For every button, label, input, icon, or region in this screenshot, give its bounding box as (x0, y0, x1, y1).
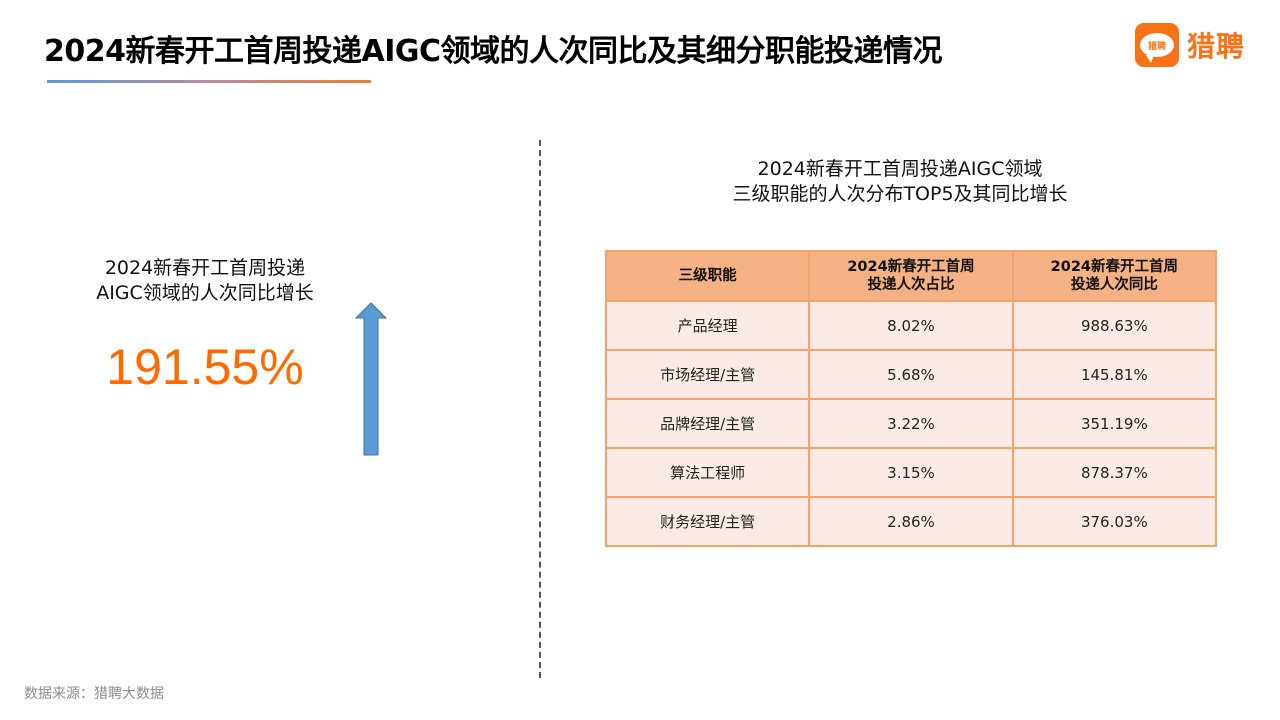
left-subtitle-line2: AIGC领域的人次同比增长 (96, 282, 314, 304)
table-row: 财务经理/主管 2.86% 376.03% (604, 496, 1218, 547)
header-yoy: 2024新春开工首周 投递人次同比 (1011, 250, 1218, 302)
cell-yoy: 351.19% (1011, 398, 1218, 449)
left-subtitle-line1: 2024新春开工首周投递 (104, 257, 306, 279)
left-panel-subtitle: 2024新春开工首周投递 AIGC领域的人次同比增长 (60, 256, 350, 306)
cell-role: 产品经理 (604, 300, 811, 351)
table-header-row: 三级职能 2024新春开工首周 投递人次占比 2024新春开工首周 投递人次同比 (604, 250, 1218, 302)
top5-roles-table: 三级职能 2024新春开工首周 投递人次占比 2024新春开工首周 投递人次同比 产… (604, 250, 1218, 547)
cell-share: 3.15% (808, 447, 1014, 498)
page-title: 2024新春开工首周投递AIGC领域的人次同比及其细分职能投递情况 (44, 34, 943, 69)
arrow-up-icon (355, 302, 387, 456)
cell-yoy: 145.81% (1011, 349, 1218, 400)
table-row: 市场经理/主管 5.68% 145.81% (604, 349, 1218, 400)
cell-share: 8.02% (808, 300, 1014, 351)
cell-role: 品牌经理/主管 (604, 398, 811, 449)
cell-yoy: 988.63% (1011, 300, 1218, 351)
table-row: 品牌经理/主管 3.22% 351.19% (604, 398, 1218, 449)
header-role: 三级职能 (604, 250, 811, 302)
logo-bubble: 猎聘 (1140, 33, 1174, 63)
dashed-divider (539, 140, 541, 678)
cell-yoy: 376.03% (1011, 496, 1218, 547)
table-row: 算法工程师 3.15% 878.37% (604, 447, 1218, 498)
liepin-logo: 猎聘 猎聘 (1135, 23, 1245, 67)
data-source-note: 数据来源：猎聘大数据 (24, 686, 164, 702)
table-row: 产品经理 8.02% 988.63% (604, 300, 1218, 351)
cell-role: 算法工程师 (604, 447, 811, 498)
logo-badge-icon: 猎聘 (1135, 23, 1179, 67)
header-share: 2024新春开工首周 投递人次占比 (808, 250, 1014, 302)
right-panel-subtitle: 2024新春开工首周投递AIGC领域 三级职能的人次分布TOP5及其同比增长 (660, 157, 1140, 207)
cell-share: 3.22% (808, 398, 1014, 449)
cell-role: 市场经理/主管 (604, 349, 811, 400)
right-subtitle-line1: 2024新春开工首周投递AIGC领域 (757, 158, 1043, 180)
cell-share: 5.68% (808, 349, 1014, 400)
cell-share: 2.86% (808, 496, 1014, 547)
right-subtitle-line2: 三级职能的人次分布TOP5及其同比增长 (732, 183, 1068, 205)
logo-text: 猎聘 (1187, 30, 1246, 63)
cell-yoy: 878.37% (1011, 447, 1218, 498)
cell-role: 财务经理/主管 (604, 496, 811, 547)
yoy-growth-value: 191.55% (106, 339, 304, 395)
title-underline (47, 80, 371, 83)
